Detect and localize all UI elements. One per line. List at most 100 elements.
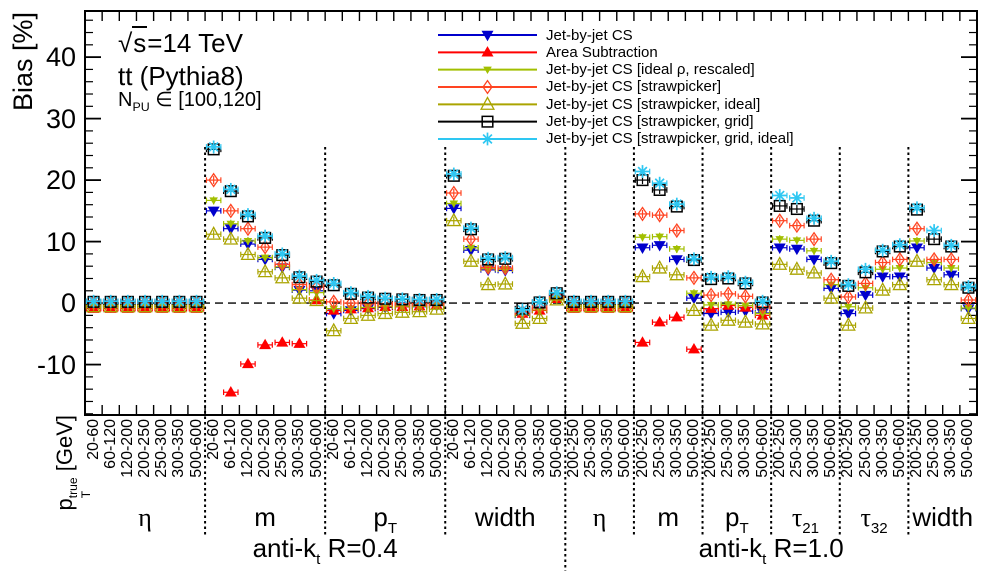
- x-bin-label: 120-200: [359, 419, 377, 478]
- data-point-series-5: [720, 312, 737, 326]
- data-point-series-5: [943, 276, 960, 291]
- x-bin-label: 250-300: [650, 419, 668, 478]
- data-point-series-7: [394, 292, 411, 306]
- data-point-series-1: [874, 272, 891, 283]
- group-label-base: width: [912, 502, 974, 532]
- section-label-base: anti-k: [698, 533, 763, 563]
- data-point-series-1: [806, 255, 822, 266]
- x-bin-label: 20-60: [444, 419, 462, 460]
- data-point-series-5: [360, 307, 376, 321]
- data-point-series-7: [274, 247, 291, 261]
- group-label-base: τ: [791, 503, 803, 532]
- group-label: τ32: [860, 503, 887, 543]
- data-point-series-4: [257, 239, 273, 255]
- data-point-series-3: [446, 199, 462, 208]
- data-point-series-4: [806, 231, 822, 247]
- data-point-series-4: [686, 270, 702, 286]
- data-point-series-7: [823, 254, 839, 268]
- x-axis-title-unit: [GeV]: [52, 415, 77, 478]
- group-label: η: [593, 503, 607, 532]
- annotation-energy: √s=14 TeV: [118, 26, 243, 58]
- y-tick-label: -10: [36, 349, 76, 380]
- data-point-series-4: [926, 251, 942, 267]
- data-point-series-5: [291, 290, 308, 304]
- legend-entry-label: Jet-by-jet CS: [546, 26, 633, 44]
- data-point-series-4: [840, 289, 857, 305]
- x-bin-label: 200-250: [702, 419, 720, 478]
- y-tick-label: 40: [45, 42, 76, 73]
- x-bin-label: 250-300: [513, 419, 531, 478]
- x-bin-label: 120-200: [238, 419, 256, 478]
- data-point-series-7: [926, 224, 942, 237]
- group-label-sub: T: [387, 519, 398, 537]
- group-label: pT: [373, 503, 397, 543]
- data-point-series-7: [428, 292, 445, 306]
- x-bin-label: 300-350: [530, 419, 548, 478]
- data-point-series-3: [806, 246, 822, 256]
- x-bin-label: 500-600: [307, 419, 325, 478]
- data-point-series-7: [85, 294, 102, 308]
- x-bin-label: 200-250: [256, 419, 274, 478]
- section-label-base: anti-k: [252, 533, 317, 563]
- data-point-series-7: [343, 286, 359, 300]
- data-point-series-4: [960, 292, 977, 308]
- data-point-series-5: [428, 301, 445, 315]
- group-label-base: m: [657, 502, 680, 532]
- y-tick-label: 30: [45, 103, 76, 134]
- data-point-series-4: [857, 275, 874, 291]
- data-point-series-5: [857, 299, 874, 314]
- group-label-base: m: [254, 502, 276, 532]
- data-point-series-1: [634, 243, 651, 254]
- data-point-series-4: [497, 260, 514, 276]
- data-point-series-7: [960, 280, 977, 293]
- data-point-series-6: [771, 199, 788, 212]
- legend-entry-label: Jet-by-jet CS [ideal ρ, rescaled]: [546, 61, 755, 79]
- data-point-series-5: [394, 304, 411, 318]
- data-point-series-5: [257, 263, 273, 278]
- data-point-series-7: [377, 291, 393, 305]
- annotation-process: tt (Pythia8): [118, 61, 244, 91]
- x-bin-label: 500-600: [890, 419, 908, 478]
- data-point-series-7: [600, 294, 616, 308]
- data-point-series-5: [789, 261, 805, 275]
- data-point-series-7: [205, 140, 222, 154]
- data-point-series-7: [874, 243, 891, 257]
- data-points: [85, 140, 977, 397]
- annotation-pileup-range: ∈ [100,120]: [149, 89, 262, 111]
- data-point-series-5: [223, 230, 239, 245]
- x-bin-label: 200-250: [907, 419, 925, 478]
- data-point-series-5: [531, 310, 548, 325]
- data-point-series-3: [686, 289, 702, 298]
- y-tick-label: 20: [45, 165, 76, 196]
- data-point-series-3: [223, 219, 239, 229]
- data-point-series-7: [188, 294, 205, 308]
- group-label: m: [657, 503, 679, 531]
- data-point-series-7: [411, 292, 428, 306]
- x-bin-label: 200-250: [136, 419, 154, 478]
- data-point-series-4: [651, 207, 668, 223]
- data-point-series-5: [308, 292, 325, 307]
- data-point-series-5: [446, 212, 462, 227]
- x-bin-label: 300-350: [942, 419, 960, 478]
- data-point-series-1: [857, 290, 874, 302]
- x-bin-label: 250-300: [582, 419, 600, 478]
- x-axis-title-base: p: [52, 498, 77, 511]
- data-point-series-7: [154, 294, 170, 308]
- sqrt-symbol: √: [118, 28, 133, 58]
- x-bin-label: 300-350: [170, 419, 188, 478]
- section-label-rest: R=0.4: [320, 533, 398, 563]
- data-point-series-4: [463, 231, 479, 247]
- data-point-series-2: [634, 336, 651, 347]
- data-point-series-2: [257, 338, 273, 350]
- group-label: τ21: [792, 503, 819, 543]
- data-point-series-4: [874, 254, 891, 271]
- x-bin-label: 500-600: [822, 419, 840, 478]
- x-bin-label: 20-60: [324, 419, 342, 460]
- data-point-series-2: [686, 343, 702, 354]
- group-label-base: η: [138, 503, 152, 532]
- x-bin-label: 300-350: [805, 419, 823, 478]
- x-bin-label: 500-600: [187, 419, 205, 478]
- data-point-series-7: [720, 270, 737, 284]
- data-point-series-5: [651, 259, 668, 274]
- annotation-pileup-sub: PU: [132, 100, 150, 114]
